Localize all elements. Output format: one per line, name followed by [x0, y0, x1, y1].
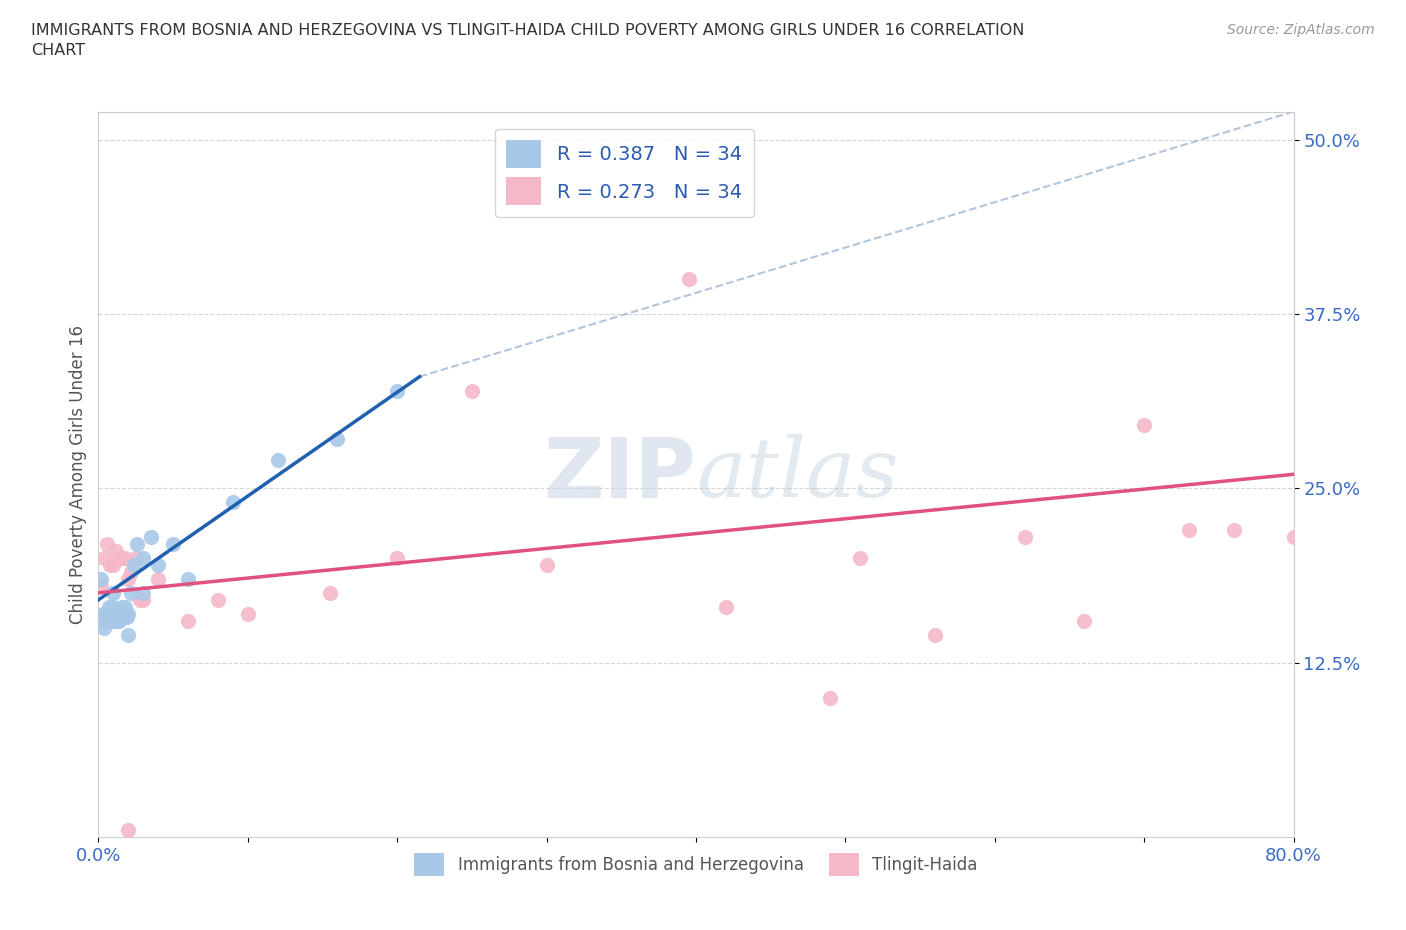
- Point: [536, 558, 558, 573]
- Point: [96, 537, 118, 551]
- Point: [117, 606, 139, 621]
- Point: [110, 551, 132, 565]
- Point: [1282, 530, 1305, 545]
- Point: [101, 614, 124, 629]
- Point: [132, 551, 155, 565]
- Point: [93, 620, 115, 635]
- Point: [132, 592, 155, 607]
- Point: [127, 537, 149, 551]
- Point: [714, 600, 737, 615]
- Point: [115, 609, 138, 624]
- Point: [97, 600, 120, 615]
- Point: [112, 609, 135, 624]
- Point: [177, 614, 200, 629]
- Point: [129, 592, 152, 607]
- Point: [91, 606, 114, 621]
- Text: atlas: atlas: [696, 434, 898, 514]
- Point: [108, 614, 131, 629]
- Point: [177, 571, 200, 587]
- Point: [148, 571, 170, 587]
- Point: [1014, 530, 1036, 545]
- Point: [114, 600, 136, 615]
- Point: [207, 592, 229, 607]
- Point: [93, 551, 115, 565]
- Point: [924, 628, 946, 643]
- Point: [114, 551, 136, 565]
- Point: [120, 565, 142, 579]
- Text: ZIP: ZIP: [544, 433, 696, 515]
- Point: [1178, 523, 1201, 538]
- Point: [236, 606, 259, 621]
- Point: [1223, 523, 1246, 538]
- Point: [98, 606, 122, 621]
- Point: [94, 614, 117, 629]
- Point: [111, 600, 134, 615]
- Point: [105, 614, 128, 629]
- Point: [1133, 418, 1156, 433]
- Point: [222, 495, 245, 510]
- Text: IMMIGRANTS FROM BOSNIA AND HERZEGOVINA VS TLINGIT-HAIDA CHILD POVERTY AMONG GIRL: IMMIGRANTS FROM BOSNIA AND HERZEGOVINA V…: [31, 23, 1025, 58]
- Point: [103, 558, 125, 573]
- Point: [117, 571, 139, 587]
- Point: [103, 600, 125, 615]
- Point: [1073, 614, 1095, 629]
- Point: [125, 551, 148, 565]
- Point: [1305, 732, 1327, 747]
- Point: [319, 586, 342, 601]
- Point: [104, 606, 127, 621]
- Point: [90, 578, 112, 593]
- Point: [103, 586, 125, 601]
- Point: [162, 537, 184, 551]
- Point: [98, 558, 122, 573]
- Point: [110, 606, 132, 621]
- Point: [90, 571, 112, 587]
- Point: [385, 383, 409, 398]
- Point: [385, 551, 409, 565]
- Point: [267, 453, 290, 468]
- Y-axis label: Child Poverty Among Girls Under 16: Child Poverty Among Girls Under 16: [69, 325, 87, 624]
- Point: [96, 606, 118, 621]
- Point: [148, 558, 170, 573]
- Point: [461, 383, 484, 398]
- Point: [820, 690, 842, 705]
- Point: [124, 558, 146, 573]
- Point: [678, 272, 700, 286]
- Point: [326, 432, 349, 447]
- Text: Source: ZipAtlas.com: Source: ZipAtlas.com: [1227, 23, 1375, 37]
- Point: [117, 628, 139, 643]
- Point: [117, 823, 139, 838]
- Point: [132, 586, 155, 601]
- Point: [849, 551, 872, 565]
- Legend: Immigrants from Bosnia and Herzegovina, Tlingit-Haida: Immigrants from Bosnia and Herzegovina, …: [408, 846, 984, 884]
- Point: [107, 609, 129, 624]
- Point: [139, 530, 162, 545]
- Point: [120, 586, 142, 601]
- Point: [105, 544, 128, 559]
